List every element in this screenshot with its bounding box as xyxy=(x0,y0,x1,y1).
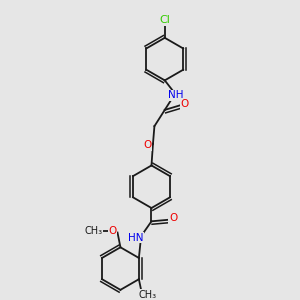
Text: CH₃: CH₃ xyxy=(85,226,103,236)
Text: Cl: Cl xyxy=(159,15,170,25)
Text: O: O xyxy=(181,99,189,109)
Text: O: O xyxy=(143,140,151,150)
Text: O: O xyxy=(108,226,116,236)
Text: NH: NH xyxy=(168,90,183,100)
Text: HN: HN xyxy=(128,232,144,243)
Text: CH₃: CH₃ xyxy=(139,290,157,300)
Text: O: O xyxy=(169,213,177,223)
